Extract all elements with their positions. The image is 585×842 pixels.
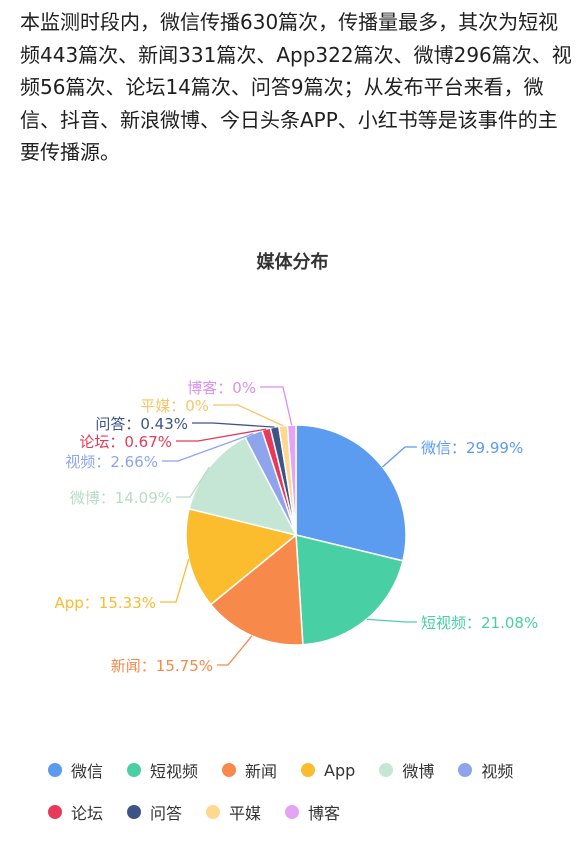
legend-swatch xyxy=(48,805,62,819)
slice-label-微信: 微信：29.99% xyxy=(421,439,523,457)
label-leader-line xyxy=(162,432,254,462)
label-leader-line xyxy=(213,404,284,427)
legend-swatch xyxy=(285,805,300,819)
legend-label: 微信 xyxy=(71,762,104,781)
legend-item-视频[interactable]: 视频 xyxy=(458,760,514,781)
legend-item-App[interactable]: App xyxy=(301,760,355,780)
slice-label-微博: 微博：14.09% xyxy=(70,489,172,507)
pie-slice-App[interactable] xyxy=(185,507,298,606)
pie-slice-博客[interactable] xyxy=(286,424,297,536)
pie-slice-微信[interactable] xyxy=(295,424,407,562)
legend-swatch xyxy=(127,805,142,819)
legend-item-问答[interactable]: 问答 xyxy=(127,802,183,823)
legend-item-短视频[interactable]: 短视频 xyxy=(127,760,199,781)
slice-label-视频: 视频：2.66% xyxy=(65,453,158,471)
legend-swatch xyxy=(127,763,142,777)
legend-swatch xyxy=(48,763,62,777)
chart-legend: 微信 短视频 新闻 App 微博 视频论坛 问答 平媒 博客 xyxy=(48,760,578,823)
slice-label-新闻: 新闻：15.75% xyxy=(111,657,213,675)
slice-label-平媒: 平媒：0% xyxy=(140,397,209,415)
legend-item-论坛[interactable]: 论坛 xyxy=(48,802,104,823)
label-leader-line xyxy=(192,422,275,428)
legend-label: App xyxy=(324,760,356,780)
legend-label: 平媒 xyxy=(229,804,262,823)
label-leader-line xyxy=(260,386,293,426)
legend-label: 博客 xyxy=(308,804,341,823)
label-leader-line xyxy=(366,618,417,623)
legend-item-微博[interactable]: 微博 xyxy=(379,760,435,781)
slice-label-App: App：15.33% xyxy=(55,594,157,612)
legend-label: 微博 xyxy=(402,762,435,781)
label-leader-line xyxy=(382,446,417,468)
legend-label: 问答 xyxy=(150,804,183,823)
chart-title: 媒体分布 xyxy=(256,252,329,273)
legend-label: 新闻 xyxy=(245,762,278,781)
legend-label: 短视频 xyxy=(150,762,199,781)
legend-swatch xyxy=(222,763,237,777)
label-leader-line xyxy=(176,428,267,442)
label-leader-line xyxy=(217,635,253,666)
intro-paragraph: 本监测时段内，微信传播630篇次，传播量最多，其次为短视频443篇次、新闻331… xyxy=(20,10,572,164)
label-leader-line xyxy=(160,559,190,603)
legend-swatch xyxy=(301,763,316,777)
slice-label-论坛: 论坛：0.67% xyxy=(79,433,172,451)
legend-item-微信[interactable]: 微信 xyxy=(48,760,104,781)
legend-item-新闻[interactable]: 新闻 xyxy=(222,760,278,781)
legend-item-平媒[interactable]: 平媒 xyxy=(206,802,262,823)
slice-label-短视频: 短视频：21.08% xyxy=(421,614,538,632)
legend-swatch xyxy=(458,763,473,777)
legend-swatch xyxy=(206,805,221,819)
legend-item-博客[interactable]: 博客 xyxy=(285,802,341,823)
legend-label: 论坛 xyxy=(71,804,104,823)
slice-label-博客: 博客：0% xyxy=(187,379,256,397)
slice-label-问答: 问答：0.43% xyxy=(95,415,188,433)
legend-label: 视频 xyxy=(481,762,514,781)
label-leader-line xyxy=(176,466,210,498)
legend-swatch xyxy=(379,763,394,777)
pie-slice-新闻[interactable] xyxy=(209,533,304,646)
